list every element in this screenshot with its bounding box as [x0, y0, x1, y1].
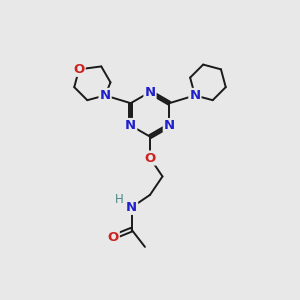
Text: N: N — [125, 119, 136, 132]
Text: H: H — [115, 194, 124, 206]
Text: N: N — [100, 89, 111, 102]
Text: N: N — [164, 119, 175, 132]
Text: N: N — [144, 85, 156, 98]
Text: O: O — [74, 63, 85, 76]
Text: N: N — [126, 201, 137, 214]
Text: O: O — [144, 152, 156, 164]
Text: O: O — [107, 231, 119, 244]
Text: N: N — [189, 89, 200, 102]
